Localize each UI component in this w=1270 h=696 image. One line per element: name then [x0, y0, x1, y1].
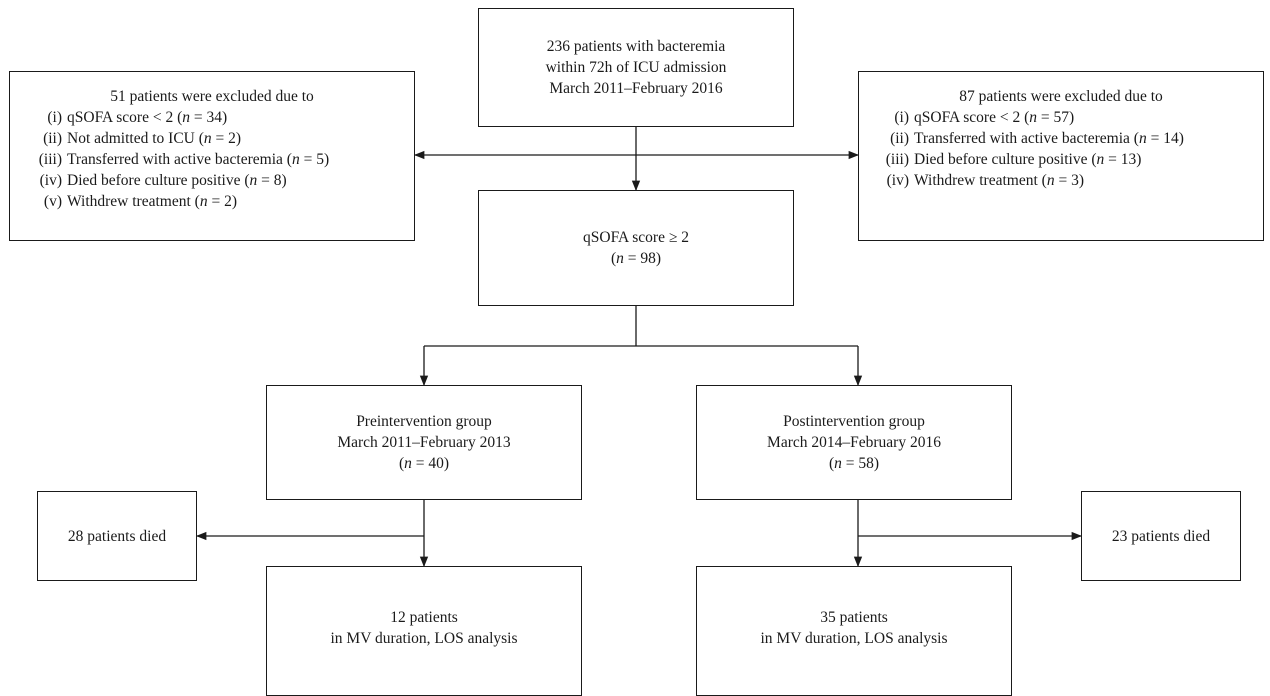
- total-line1: 236 patients with bacteremia: [546, 38, 726, 55]
- item-label: Died before culture positive: [914, 151, 1088, 168]
- died-right-box: 23 patients died: [1081, 491, 1241, 581]
- exclusion-item: (i) qSOFA score < 2 (n = 57): [879, 107, 1263, 128]
- item-count: 8: [273, 172, 282, 189]
- final-right-box: 35 patients in MV duration, LOS analysis: [696, 566, 1012, 696]
- pre-line2: March 2011–February 2013: [337, 434, 511, 451]
- excluded-right-heading: 87 patients were excluded due to: [959, 88, 1163, 105]
- item-label: Died before culture positive: [67, 172, 241, 189]
- exclusion-item: (v) Withdrew treatment (n = 2): [32, 191, 414, 212]
- total-line3: March 2011–February 2016: [549, 80, 723, 97]
- excluded-right-box: 87 patients were excluded due to (i) qSOF…: [858, 71, 1264, 241]
- excluded-left-box: 51 patients were excluded due to (i) qSOF…: [9, 71, 415, 241]
- item-count: 14: [1163, 130, 1179, 147]
- final-left-box: 12 patients in MV duration, LOS analysis: [266, 566, 582, 696]
- died-left-label: 28 patients died: [67, 527, 167, 545]
- item-count: 5: [316, 151, 324, 168]
- post-n: (n = 58): [828, 455, 880, 472]
- item-count: 2: [228, 130, 236, 147]
- exclusion-item: (iii) Died before culture positive (n = 1…: [879, 149, 1263, 170]
- item-count: 57: [1053, 109, 1070, 126]
- item-label: Withdrew treatment: [67, 193, 191, 210]
- item-count: 34: [206, 109, 223, 126]
- qsofa-n: (n = 98): [610, 250, 662, 267]
- exclusion-item: (iii) Transferred with active bacteremia …: [32, 149, 414, 170]
- item-number: (ii): [890, 130, 909, 147]
- item-label: Withdrew treatment: [914, 172, 1038, 189]
- final-left-line2: in MV duration, LOS analysis: [330, 630, 518, 647]
- item-label: qSOFA score < 2: [67, 109, 174, 126]
- exclusion-item: (ii) Not admitted to ICU (n = 2): [32, 128, 414, 149]
- total-line2: within 72h of ICU admission: [545, 59, 727, 76]
- exclusion-item: (iv) Died before culture positive (n = 8): [32, 170, 414, 191]
- item-number: (ii): [43, 130, 62, 147]
- total-patients-box: 236 patients with bacteremia within 72h …: [478, 8, 794, 127]
- excluded-left-list: (i) qSOFA score < 2 (n = 34) (ii) Not admit…: [10, 107, 414, 212]
- item-number: (iii): [885, 151, 909, 168]
- qsofa-box: qSOFA score ≥ 2 (n = 98): [478, 190, 794, 306]
- final-right-line2: in MV duration, LOS analysis: [760, 630, 948, 647]
- postintervention-box: Postintervention group March 2014–Februa…: [696, 385, 1012, 500]
- item-count: 2: [224, 193, 232, 210]
- preintervention-box: Preintervention group March 2011–Februar…: [266, 385, 582, 500]
- item-label: Transferred with active bacteremia: [914, 130, 1130, 147]
- item-number: (iv): [39, 172, 62, 189]
- qsofa-line1: qSOFA score ≥ 2: [583, 229, 689, 246]
- exclusion-item: (i) qSOFA score < 2 (n = 34): [32, 107, 414, 128]
- excluded-left-heading: 51 patients were excluded due to: [110, 88, 314, 105]
- exclusion-item: (iv) Withdrew treatment (n = 3): [879, 170, 1263, 191]
- item-number: (i): [47, 109, 62, 126]
- item-number: (i): [894, 109, 909, 126]
- item-number: (v): [43, 193, 62, 210]
- item-label: qSOFA score < 2: [914, 109, 1021, 126]
- final-right-line1: 35 patients: [820, 609, 888, 626]
- connector-lines: [195, 127, 1083, 568]
- post-line1: Postintervention group: [783, 413, 925, 430]
- exclusion-item: (ii) Transferred with active bacteremia (…: [879, 128, 1263, 149]
- item-number: (iii): [38, 151, 62, 168]
- died-left-box: 28 patients died: [37, 491, 197, 581]
- item-label: Transferred with active bacteremia: [67, 151, 283, 168]
- excluded-right-list: (i) qSOFA score < 2 (n = 57) (ii) Transferr…: [859, 107, 1263, 191]
- died-right-label: 23 patients died: [1111, 527, 1211, 545]
- post-line2: March 2014–February 2016: [767, 434, 941, 451]
- item-label: Not admitted to ICU: [67, 130, 195, 147]
- final-left-line1: 12 patients: [390, 609, 458, 626]
- pre-n: (n = 40): [398, 455, 450, 472]
- pre-line1: Preintervention group: [356, 413, 492, 430]
- item-number: (iv): [886, 172, 909, 189]
- item-count: 3: [1071, 172, 1079, 189]
- item-count: 13: [1120, 151, 1137, 168]
